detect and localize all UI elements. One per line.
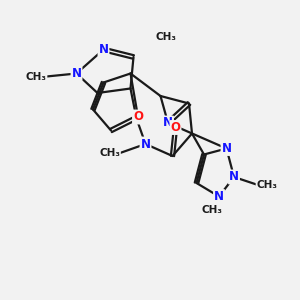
Text: N: N: [163, 116, 173, 130]
Text: N: N: [221, 142, 232, 155]
Text: CH₃: CH₃: [99, 148, 120, 158]
Text: O: O: [170, 121, 181, 134]
Text: CH₃: CH₃: [26, 71, 46, 82]
Text: O: O: [133, 110, 143, 124]
Text: N: N: [229, 170, 239, 184]
Text: CH₃: CH₃: [201, 205, 222, 215]
Text: N: N: [71, 67, 82, 80]
Text: N: N: [140, 137, 151, 151]
Text: N: N: [214, 190, 224, 203]
Text: CH₃: CH₃: [156, 32, 177, 43]
Text: N: N: [98, 43, 109, 56]
Text: CH₃: CH₃: [256, 179, 278, 190]
